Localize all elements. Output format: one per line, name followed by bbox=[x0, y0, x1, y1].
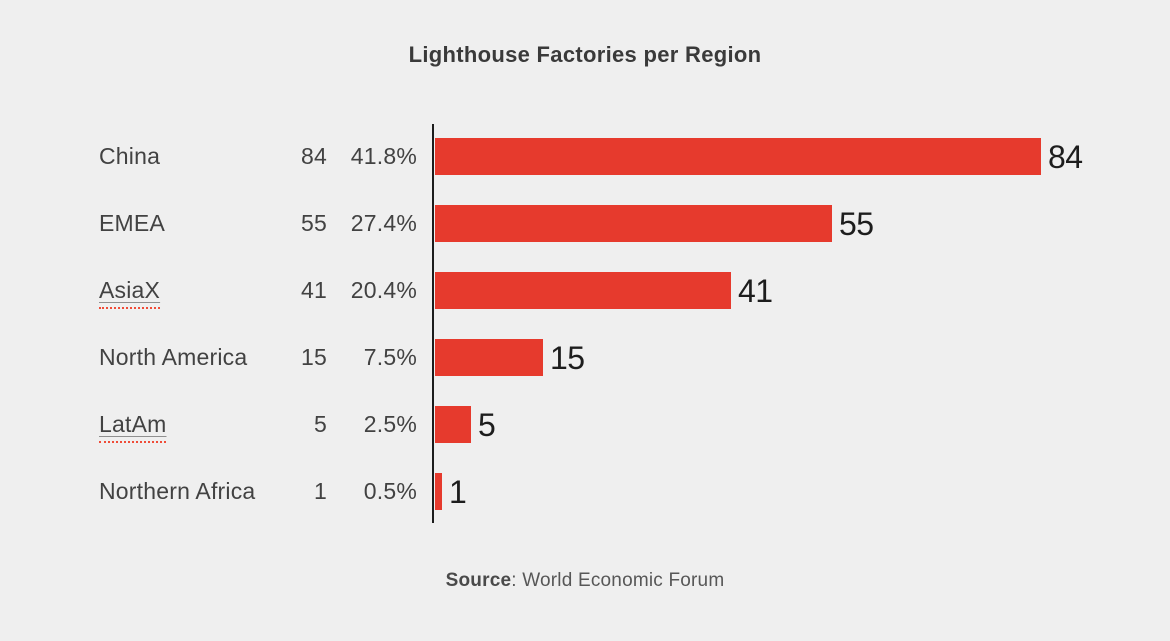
y-axis-line bbox=[432, 124, 434, 523]
bar bbox=[435, 406, 471, 443]
bar bbox=[435, 205, 832, 242]
count-value: 55 bbox=[301, 210, 327, 236]
count-value: 5 bbox=[314, 411, 327, 437]
category-label: LatAm bbox=[99, 411, 167, 443]
chart-row: Northern Africa 1 0.5% 1 bbox=[0, 458, 1170, 525]
chart-row: China 84 41.8% 84 bbox=[0, 123, 1170, 190]
bar-value-label: 84 bbox=[1048, 138, 1083, 175]
bar bbox=[435, 339, 543, 376]
bar-value-label: 1 bbox=[449, 473, 467, 510]
source-label: Source bbox=[445, 570, 512, 591]
count-value: 15 bbox=[301, 344, 327, 370]
category-label-cell: EMEA bbox=[0, 210, 265, 237]
category-label: EMEA bbox=[99, 210, 165, 236]
bar-chart: China 84 41.8% 84 EMEA 55 27.4% 55 AsiaX… bbox=[0, 123, 1170, 525]
chart-row: EMEA 55 27.4% 55 bbox=[0, 190, 1170, 257]
percent-value: 0.5% bbox=[363, 478, 417, 504]
category-label-cell: China bbox=[0, 143, 265, 170]
chart-row: North America 15 7.5% 15 bbox=[0, 324, 1170, 391]
chart-title: Lighthouse Factories per Region bbox=[408, 42, 762, 67]
bar bbox=[435, 272, 731, 309]
bar bbox=[435, 138, 1041, 175]
count-value: 1 bbox=[314, 478, 327, 504]
percent-value: 20.4% bbox=[350, 277, 417, 303]
category-label: AsiaX bbox=[99, 277, 161, 309]
bar-track: 5 bbox=[435, 391, 1170, 458]
category-label-cell: AsiaX bbox=[0, 277, 265, 309]
category-label-cell: North America bbox=[0, 344, 265, 371]
bar-track: 41 bbox=[435, 257, 1170, 324]
category-label-cell: Northern Africa bbox=[0, 478, 265, 505]
bar bbox=[435, 473, 442, 510]
category-label: North America bbox=[99, 344, 248, 370]
bar-value-label: 5 bbox=[478, 406, 496, 443]
chart-row: AsiaX 41 20.4% 41 bbox=[0, 257, 1170, 324]
count-value: 41 bbox=[301, 277, 327, 303]
category-label: Northern Africa bbox=[99, 478, 256, 504]
percent-value: 7.5% bbox=[363, 344, 417, 370]
chart-row: LatAm 5 2.5% 5 bbox=[0, 391, 1170, 458]
source-value: : World Economic Forum bbox=[511, 570, 725, 591]
count-value: 84 bbox=[301, 143, 327, 169]
bar-track: 55 bbox=[435, 190, 1170, 257]
percent-value: 27.4% bbox=[350, 210, 417, 236]
percent-value: 2.5% bbox=[363, 411, 417, 437]
bar-value-label: 15 bbox=[550, 339, 585, 376]
category-label: China bbox=[99, 143, 161, 169]
category-label-cell: LatAm bbox=[0, 411, 265, 443]
percent-value: 41.8% bbox=[350, 143, 417, 169]
bar-track: 84 bbox=[435, 123, 1170, 190]
bar-track: 1 bbox=[435, 458, 1170, 525]
source-note: Source: World Economic Forum bbox=[0, 570, 1170, 592]
bar-track: 15 bbox=[435, 324, 1170, 391]
bar-value-label: 41 bbox=[738, 272, 773, 309]
bar-value-label: 55 bbox=[839, 205, 874, 242]
